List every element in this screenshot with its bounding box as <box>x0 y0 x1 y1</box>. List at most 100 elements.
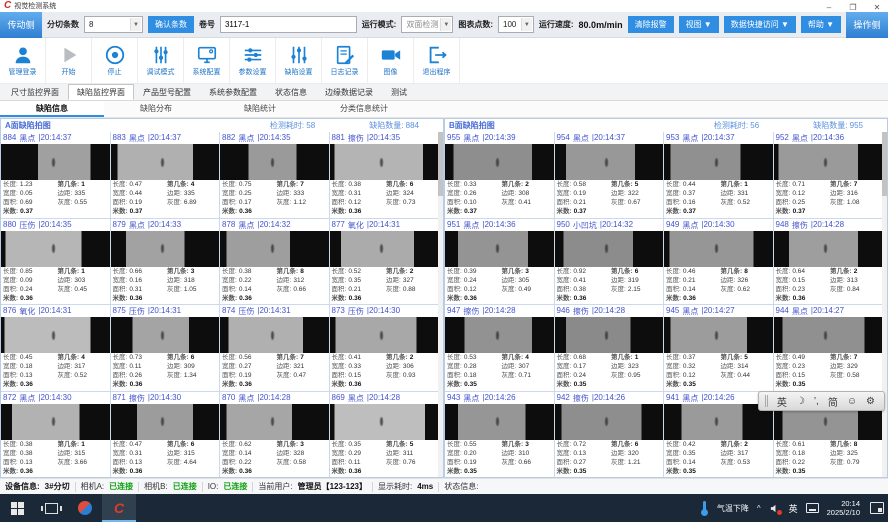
defect-image[interactable] <box>774 317 883 353</box>
panel-scrollbar[interactable] <box>882 132 887 477</box>
toolbar-button-5[interactable]: 系统配置 <box>184 38 230 83</box>
defect-image[interactable] <box>220 317 329 353</box>
toolbar-button-9[interactable]: 图像 <box>368 38 414 83</box>
toolbar-button-8[interactable]: 日志记录 <box>322 38 368 83</box>
taskbar-app-1[interactable] <box>68 494 102 522</box>
defect-cell[interactable]: 952 黑点 |20:14:36 长度:0.71第几条:7宽度:0.12边距:3… <box>774 132 883 218</box>
defect-cell[interactable]: 875 压伤 |20:14:31 长度:0.73第几条:6宽度:0.11边距:3… <box>111 305 220 391</box>
defect-image[interactable] <box>330 404 439 440</box>
notification-center-icon[interactable] <box>870 502 884 514</box>
toolbar-button-4[interactable]: 调试模式 <box>138 38 184 83</box>
defect-image[interactable] <box>664 317 773 353</box>
defect-image[interactable] <box>1 317 110 353</box>
defect-cell[interactable]: 878 黑点 |20:14:32 长度:0.38第几条:8宽度:0.22边距:3… <box>220 219 329 305</box>
defect-image[interactable] <box>1 404 110 440</box>
toolbar-button-7[interactable]: 缺陷设置 <box>276 38 322 83</box>
toolbar-button-2[interactable]: 开始 <box>46 38 92 83</box>
defect-cell[interactable]: 949 黑点 |20:14:30 长度:0.46第几条:8宽度:0.21边距:3… <box>664 219 773 305</box>
defect-cell[interactable]: 953 黑点 |20:14:37 长度:0.44第几条:1宽度:0.37边距:3… <box>664 132 773 218</box>
defect-image[interactable] <box>445 317 554 353</box>
defect-cell[interactable]: 948 擦伤 |20:14:28 长度:0.64第几条:2宽度:0.15边距:3… <box>774 219 883 305</box>
view-menu-button[interactable]: 视图 ▼ <box>679 16 719 33</box>
defect-cell[interactable]: 873 压伤 |20:14:30 长度:0.41第几条:2宽度:0.33边距:3… <box>330 305 439 391</box>
main-tab-1[interactable]: 尺寸监控界面 <box>2 84 68 100</box>
defect-cell[interactable]: 874 压伤 |20:14:31 长度:0.56第几条:7宽度:0.27边距:3… <box>220 305 329 391</box>
defect-cell[interactable]: 951 黑点 |20:14:36 长度:0.39第几条:3宽度:0.24边距:3… <box>445 219 554 305</box>
defect-cell[interactable]: 876 氧化 |20:14:31 长度:0.45第几条:4宽度:0.18边距:3… <box>1 305 110 391</box>
defect-cell[interactable]: 869 黑点 |20:14:28 长度:0.35第几条:5宽度:0.29边距:3… <box>330 392 439 478</box>
main-tab-2[interactable]: 缺陷监控界面 <box>68 84 134 100</box>
defect-image[interactable] <box>330 144 439 180</box>
defect-image[interactable] <box>445 404 554 440</box>
volume-icon[interactable] <box>769 503 781 514</box>
operator-side-button[interactable]: 操作侧 <box>846 12 888 38</box>
panel-scrollbar[interactable] <box>438 132 443 477</box>
defect-image[interactable] <box>1 231 110 267</box>
defect-cell[interactable]: 944 黑点 |20:14:27 长度:0.49第几条:7宽度:0.23边距:3… <box>774 305 883 391</box>
defect-image[interactable] <box>111 231 220 267</box>
defect-image[interactable] <box>664 144 773 180</box>
sub-tab-4[interactable]: 分类信息统计 <box>312 101 416 117</box>
defect-image[interactable] <box>555 404 664 440</box>
taskbar-app-active[interactable]: C <box>102 494 136 522</box>
sub-tab-1[interactable]: 缺陷信息 <box>0 101 104 117</box>
defect-cell[interactable]: 882 黑点 |20:14:35 长度:0.75第几条:7宽度:0.25边距:3… <box>220 132 329 218</box>
defect-cell[interactable]: 942 擦伤 |20:14:26 长度:0.72第几条:6宽度:0.13边距:3… <box>555 392 664 478</box>
defect-cell[interactable]: 870 黑点 |20:14:28 长度:0.62第几条:3宽度:0.14边距:3… <box>220 392 329 478</box>
defect-image[interactable] <box>220 144 329 180</box>
sub-tab-2[interactable]: 缺陷分布 <box>104 101 208 117</box>
ime-emoji-icon[interactable]: ☺ <box>847 396 857 407</box>
defect-image[interactable] <box>774 231 883 267</box>
toolbar-button-6[interactable]: 参数设置 <box>230 38 276 83</box>
defect-image[interactable] <box>664 404 773 440</box>
defect-image[interactable] <box>111 317 220 353</box>
defect-cell[interactable]: 947 擦伤 |20:14:28 长度:0.53第几条:4宽度:0.28边距:3… <box>445 305 554 391</box>
chart-points-select[interactable]: 100 ▼ <box>498 16 534 33</box>
main-tab-5[interactable]: 状态信息 <box>266 84 316 100</box>
defect-image[interactable] <box>220 404 329 440</box>
defect-image[interactable] <box>111 404 220 440</box>
confirm-count-button[interactable]: 确认条数 <box>148 16 194 33</box>
ime-moon-icon[interactable]: ☽ <box>796 396 805 407</box>
language-indicator[interactable]: 英 <box>789 502 798 515</box>
defect-cell[interactable]: 884 黑点 |20:14:37 长度:1.23第几条:1宽度:0.05边距:3… <box>1 132 110 218</box>
defect-cell[interactable]: 879 黑点 |20:14:33 长度:0.66第几条:3宽度:0.16边距:3… <box>111 219 220 305</box>
defect-image[interactable] <box>445 231 554 267</box>
drive-side-button[interactable]: 传动侧 <box>0 12 42 38</box>
ime-simplified-toggle[interactable]: 简 <box>828 394 838 409</box>
thermometer-icon[interactable] <box>701 501 709 516</box>
defect-image[interactable] <box>555 317 664 353</box>
ime-punctuation-toggle[interactable]: ’, <box>814 396 819 407</box>
data-quick-access-button[interactable]: 数据快捷访问 ▼ <box>724 16 796 33</box>
defect-cell[interactable]: 950 小凹坑 |20:14:32 长度:0.92第几条:6宽度:0.41边距:… <box>555 219 664 305</box>
defect-cell[interactable]: 941 黑点 |20:14:26 长度:0.42第几条:2宽度:0.35边距:3… <box>664 392 773 478</box>
defect-cell[interactable]: 877 氧化 |20:14:31 长度:0.52第几条:2宽度:0.35边距:3… <box>330 219 439 305</box>
sub-tab-3[interactable]: 缺陷统计 <box>208 101 312 117</box>
defect-cell[interactable]: 946 擦伤 |20:14:28 长度:0.68第几条:1宽度:0.17边距:3… <box>555 305 664 391</box>
defect-image[interactable] <box>330 317 439 353</box>
defect-image[interactable] <box>445 144 554 180</box>
defect-cell[interactable]: 955 黑点 |20:14:39 长度:0.33第几条:2宽度:0.26边距:3… <box>445 132 554 218</box>
scrollbar-thumb[interactable] <box>438 132 443 196</box>
toolbar-button-3[interactable]: 停止 <box>92 38 138 83</box>
defect-cell[interactable]: 943 黑点 |20:14:26 长度:0.55第几条:3宽度:0.20边距:3… <box>445 392 554 478</box>
main-tab-6[interactable]: 边缘数据记录 <box>316 84 382 100</box>
roll-number-input[interactable] <box>220 16 357 33</box>
defect-image[interactable] <box>555 231 664 267</box>
defect-image[interactable] <box>664 231 773 267</box>
defect-cell[interactable]: 880 压伤 |20:14:35 长度:0.85第几条:1宽度:0.09边距:3… <box>1 219 110 305</box>
defect-cell[interactable]: 954 黑点 |20:14:37 长度:0.58第几条:5宽度:0.19边距:3… <box>555 132 664 218</box>
defect-image[interactable] <box>111 144 220 180</box>
clear-alarm-button[interactable]: 清除报警 <box>628 16 674 33</box>
defect-image[interactable] <box>220 231 329 267</box>
ime-settings-gear-icon[interactable]: ⚙ <box>866 396 875 407</box>
clock[interactable]: 20:14 2025/2/10 <box>827 499 860 518</box>
main-tab-3[interactable]: 产品型号配置 <box>134 84 200 100</box>
touch-keyboard-icon[interactable] <box>806 503 819 513</box>
defect-image[interactable] <box>555 144 664 180</box>
defect-cell[interactable]: 883 黑点 |20:14:37 长度:0.47第几条:4宽度:0.44边距:3… <box>111 132 220 218</box>
slit-count-select[interactable]: 8 ▼ <box>84 16 143 33</box>
main-tab-4[interactable]: 系统参数配置 <box>200 84 266 100</box>
defect-image[interactable] <box>330 231 439 267</box>
scrollbar-thumb[interactable] <box>882 132 887 196</box>
